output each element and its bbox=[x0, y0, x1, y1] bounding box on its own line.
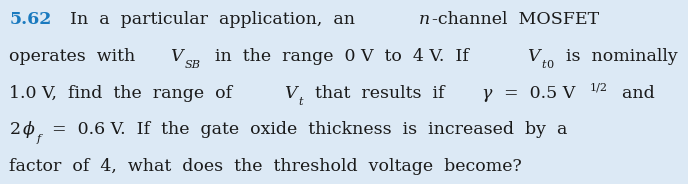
Text: 1.0 V,  find  the  range  of: 1.0 V, find the range of bbox=[10, 84, 244, 102]
Text: t: t bbox=[299, 97, 303, 107]
Text: t: t bbox=[541, 60, 546, 70]
Text: In  a  particular  application,  an: In a particular application, an bbox=[59, 11, 366, 28]
Text: in  the  range  0 V  to  4 V.  If: in the range 0 V to 4 V. If bbox=[204, 48, 480, 65]
Text: 1/2: 1/2 bbox=[590, 82, 608, 92]
Text: 0: 0 bbox=[547, 60, 554, 70]
Text: n: n bbox=[418, 11, 430, 28]
Text: operates  with: operates with bbox=[10, 48, 147, 65]
Text: factor  of  4,  what  does  the  threshold  voltage  become?: factor of 4, what does the threshold vol… bbox=[10, 158, 522, 175]
Text: =  0.5 V: = 0.5 V bbox=[493, 84, 575, 102]
Text: ϕ: ϕ bbox=[23, 121, 34, 138]
Text: and: and bbox=[611, 84, 654, 102]
Text: V: V bbox=[283, 84, 296, 102]
Text: f: f bbox=[36, 134, 41, 144]
Text: =  0.6 V.  If  the  gate  oxide  thickness  is  increased  by  a: = 0.6 V. If the gate oxide thickness is … bbox=[41, 121, 568, 138]
Text: V: V bbox=[170, 48, 183, 65]
Text: 2: 2 bbox=[10, 121, 21, 138]
Text: γ: γ bbox=[481, 84, 491, 102]
Text: SB: SB bbox=[185, 60, 201, 70]
Text: that  results  if: that results if bbox=[303, 84, 455, 102]
Text: V: V bbox=[527, 48, 539, 65]
Text: -channel  MOSFET: -channel MOSFET bbox=[432, 11, 599, 28]
Text: 5.62: 5.62 bbox=[10, 11, 52, 28]
Text: is  nominally: is nominally bbox=[555, 48, 678, 65]
